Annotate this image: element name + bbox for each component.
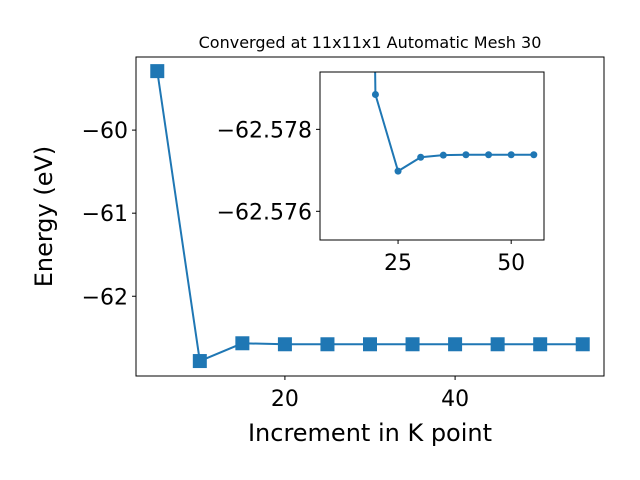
y-tick-label: −60: [82, 119, 128, 144]
plot-area: [371, 72, 538, 175]
marker: [490, 337, 505, 352]
marker: [277, 337, 292, 352]
series-line: [374, 72, 534, 173]
marker: [363, 337, 377, 352]
x-tick-label: 50: [497, 251, 525, 276]
marker: [448, 337, 463, 352]
x-axis-label: Increment in K point: [248, 419, 492, 447]
y-tick-label: −61: [82, 202, 128, 227]
marker: [371, 91, 379, 99]
y-axis-label: Energy (eV): [30, 146, 58, 288]
marker: [439, 151, 447, 159]
axes-frame: [319, 71, 545, 241]
y-tick-label: −62: [82, 285, 128, 310]
plot-area: [150, 64, 590, 369]
marker: [192, 354, 207, 369]
marker: [462, 151, 470, 159]
x-tick-label: 40: [441, 387, 469, 412]
marker: [575, 337, 590, 352]
y-tick-label: −62.576: [217, 200, 312, 225]
marker: [485, 151, 493, 159]
marker: [417, 153, 425, 161]
marker: [150, 64, 165, 79]
y-tick-label: −62.578: [217, 118, 312, 143]
marker: [405, 337, 420, 352]
axes-frame: [135, 56, 605, 377]
x-tick-label: 20: [271, 387, 299, 412]
x-tick-label: 25: [384, 251, 412, 276]
marker: [533, 337, 548, 352]
marker: [507, 151, 515, 159]
marker: [235, 336, 250, 351]
marker: [394, 167, 402, 175]
marker: [320, 337, 335, 352]
marker: [530, 151, 538, 159]
chart-title: Converged at 11x11x1 Automatic Mesh 30: [199, 33, 542, 52]
